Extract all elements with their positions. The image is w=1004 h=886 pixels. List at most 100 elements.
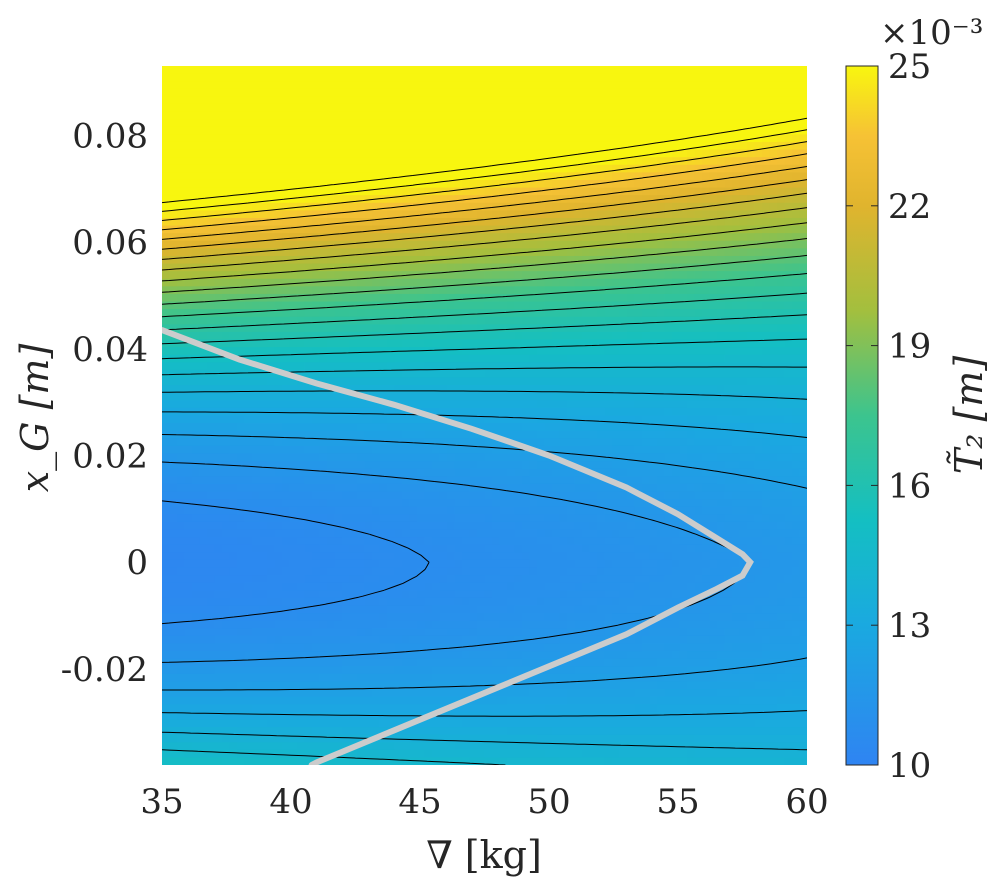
field-cell <box>492 468 501 477</box>
field-cell <box>214 316 223 325</box>
field-cell <box>462 430 471 439</box>
field-cell <box>274 88 283 97</box>
field-cell <box>267 521 276 531</box>
field-cell <box>492 506 501 515</box>
field-cell <box>357 149 366 158</box>
field-cell <box>229 369 238 379</box>
field-cell <box>537 293 546 303</box>
field-cell <box>259 628 268 637</box>
field-cell <box>469 111 478 120</box>
field-cell <box>394 210 403 219</box>
field-cell <box>312 324 321 333</box>
field-cell <box>477 749 486 758</box>
field-cell <box>514 347 523 356</box>
field-cell <box>177 316 186 325</box>
field-cell <box>432 461 441 470</box>
field-cell <box>177 590 186 599</box>
field-cell <box>507 81 516 90</box>
field-cell <box>289 590 298 599</box>
field-cell <box>462 400 471 409</box>
field-cell <box>244 202 253 211</box>
field-cell <box>484 658 493 667</box>
field-cell <box>192 620 201 629</box>
field-cell <box>387 666 396 675</box>
field-cell <box>184 749 193 758</box>
field-cell <box>514 719 523 728</box>
field-cell <box>357 423 366 432</box>
field-cell <box>312 453 321 462</box>
field-cell <box>514 491 523 500</box>
field-cell <box>282 407 291 417</box>
field-cell <box>319 347 328 356</box>
field-cell <box>304 149 313 158</box>
field-cell <box>259 119 268 128</box>
field-cell <box>364 88 373 97</box>
field-cell <box>334 369 343 379</box>
field-cell <box>334 483 343 493</box>
field-cell <box>537 149 546 158</box>
field-cell <box>424 445 433 455</box>
field-cell <box>304 506 313 515</box>
field-cell <box>222 286 231 295</box>
field-cell <box>312 605 321 614</box>
field-cell <box>552 217 561 227</box>
field-cell <box>357 187 366 196</box>
field-cell <box>484 544 493 553</box>
field-cell <box>244 377 253 386</box>
field-cell <box>477 119 486 128</box>
field-cell <box>304 559 313 569</box>
field-cell <box>372 217 381 227</box>
field-cell <box>289 240 298 249</box>
field-cell <box>484 590 493 599</box>
field-cell <box>454 468 463 477</box>
field-cell <box>222 369 231 379</box>
field-cell <box>327 187 336 196</box>
field-cell <box>499 141 508 151</box>
field-cell <box>537 552 546 561</box>
field-cell <box>439 96 448 105</box>
field-cell <box>394 233 403 242</box>
field-cell <box>259 514 268 523</box>
field-cell <box>312 445 321 455</box>
field-cell <box>237 711 246 721</box>
field-cell <box>267 544 276 553</box>
field-cell <box>342 483 351 493</box>
field-cell <box>402 415 411 424</box>
field-cell <box>559 316 568 325</box>
field-cell <box>432 613 441 622</box>
field-cell <box>417 172 426 181</box>
field-cell <box>319 742 328 751</box>
field-cell <box>297 483 306 493</box>
field-cell <box>514 103 523 113</box>
field-cell <box>252 613 261 622</box>
field-cell <box>454 514 463 523</box>
field-cell <box>402 658 411 667</box>
field-cell <box>544 179 553 189</box>
field-cell <box>514 476 523 485</box>
field-cell <box>462 278 471 287</box>
field-cell <box>394 567 403 576</box>
field-cell <box>304 96 313 105</box>
field-cell <box>484 582 493 591</box>
field-cell <box>169 66 178 75</box>
field-cell <box>282 575 291 584</box>
field-cell <box>364 210 373 219</box>
field-cell <box>447 681 456 690</box>
field-cell <box>372 96 381 105</box>
field-cell <box>537 179 546 189</box>
field-cell <box>484 73 493 82</box>
field-cell <box>184 309 193 318</box>
field-cell <box>252 468 261 477</box>
field-cell <box>192 529 201 538</box>
field-cell <box>424 415 433 424</box>
field-cell <box>439 727 448 736</box>
field-cell <box>207 362 216 371</box>
field-cell <box>312 217 321 227</box>
field-cell <box>177 445 186 455</box>
field-cell <box>214 468 223 477</box>
field-cell <box>454 119 463 128</box>
field-cell <box>372 157 381 166</box>
field-cell <box>342 719 351 728</box>
field-cell <box>214 362 223 371</box>
field-cell <box>282 461 291 470</box>
